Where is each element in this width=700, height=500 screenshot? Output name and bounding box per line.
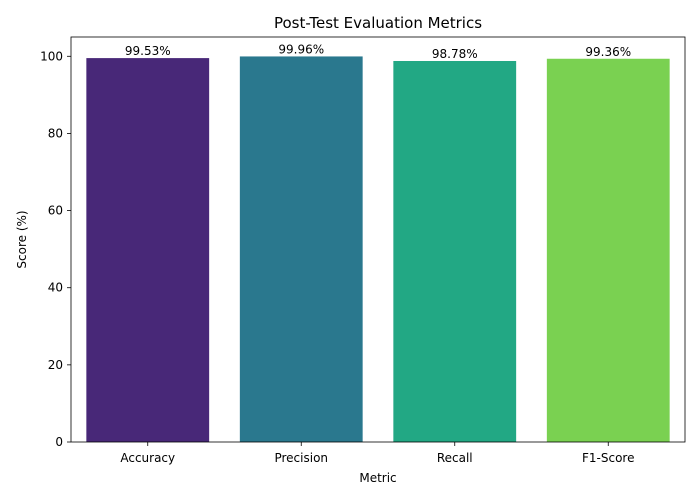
bar-recall [393, 60, 517, 443]
data-label: 99.36% [585, 45, 631, 59]
x-tick-label: Accuracy [120, 451, 175, 465]
data-labels-group: 99.53% 99.96% 98.78% 99.36% [125, 42, 631, 61]
x-tick-label: Recall [437, 451, 473, 465]
y-tick-label: 80 [48, 126, 63, 140]
y-tick-label: 0 [55, 435, 63, 449]
y-tick-label: 20 [48, 358, 63, 372]
bar-precision [239, 56, 363, 442]
plot-frame [70, 36, 686, 443]
x-tick-label: F1-Score [582, 451, 634, 465]
data-label: 99.53% [125, 44, 171, 58]
y-tick-label: 60 [48, 204, 63, 218]
data-label: 99.96% [278, 42, 324, 56]
y-tick-label: 40 [48, 281, 63, 295]
y-tick-label: 100 [40, 49, 63, 63]
bar-f1-score [546, 58, 670, 443]
y-axis: 0 20 40 60 80 100 [40, 49, 71, 449]
bars-group [86, 56, 670, 443]
y-axis-label: Score (%) [15, 210, 29, 268]
bar-accuracy [86, 58, 210, 442]
x-tick-label: Precision [274, 451, 328, 465]
x-axis: Accuracy Precision Recall F1-Score [120, 442, 634, 465]
data-label: 98.78% [432, 47, 478, 61]
chart-title: Post-Test Evaluation Metrics [274, 14, 482, 32]
x-axis-label: Metric [359, 471, 396, 485]
